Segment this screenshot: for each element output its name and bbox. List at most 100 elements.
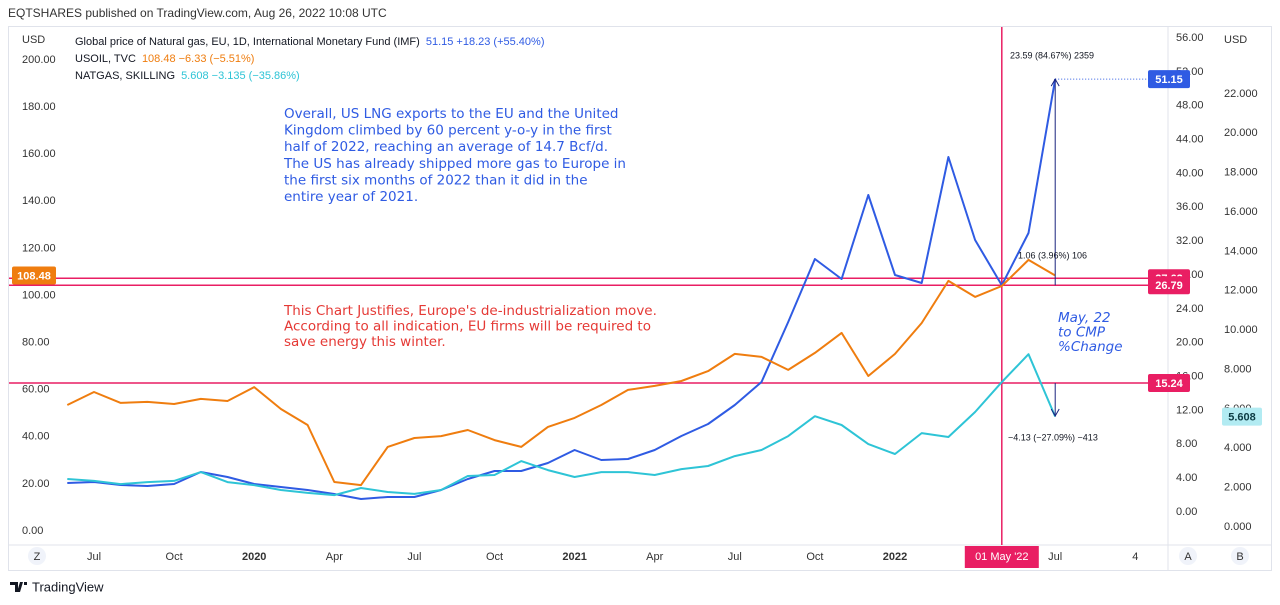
header-title: EQTSHARES published on TradingView.com, … bbox=[8, 6, 387, 20]
y-tick-label: 20.00 bbox=[22, 478, 50, 490]
annotation-text: the first six months of 2022 than it did… bbox=[284, 172, 588, 188]
chart-button-label[interactable]: B bbox=[1236, 551, 1243, 563]
y3-tick-label: 18.000 bbox=[1224, 167, 1258, 179]
annotation-text: to CMP bbox=[1058, 325, 1106, 341]
line-tag-label: 15.24 bbox=[1155, 378, 1183, 390]
y-unit: USD bbox=[22, 34, 45, 46]
annotation-text: The US has already shipped more gas to E… bbox=[283, 156, 626, 172]
annotation-text: Overall, US LNG exports to the EU and th… bbox=[284, 106, 618, 122]
line-tag bbox=[1148, 374, 1190, 393]
annotation-text: %Change bbox=[1058, 339, 1123, 355]
y-tick-label: 80.00 bbox=[22, 336, 50, 348]
crosshair-tag bbox=[964, 546, 1039, 568]
measure-arrowhead bbox=[1050, 78, 1060, 87]
y2-tick-label: 20.00 bbox=[1176, 337, 1204, 349]
price-tag bbox=[12, 266, 56, 285]
price-tag bbox=[1222, 407, 1262, 426]
x-tick-label: Jul bbox=[1048, 551, 1062, 563]
x-tick-label: Jul bbox=[407, 551, 421, 563]
y2-tick-label: 24.00 bbox=[1176, 303, 1204, 315]
footer-logo bbox=[10, 582, 27, 592]
legend-name: USOIL, TVC bbox=[75, 53, 136, 65]
x-tick-label: Apr bbox=[326, 551, 343, 563]
y3-tick-label: 0.000 bbox=[1224, 521, 1252, 533]
chart-button[interactable] bbox=[1231, 547, 1249, 565]
legend-quote: 51.15 +18.23 (+55.40%) bbox=[426, 36, 545, 48]
y2-tick-label: 44.00 bbox=[1176, 134, 1204, 146]
annotation-text: May, 22 bbox=[1058, 310, 1111, 326]
y3-tick-label: 4.000 bbox=[1224, 442, 1252, 454]
x-tick-label: Jul bbox=[87, 551, 101, 563]
y2-tick-label: 0.00 bbox=[1176, 506, 1197, 518]
y3-tick-label: 8.000 bbox=[1224, 363, 1252, 375]
y2-tick-label: 48.00 bbox=[1176, 100, 1204, 112]
price-tag bbox=[1148, 70, 1190, 89]
measure-arrowhead bbox=[1050, 408, 1060, 418]
annotation-text: Kingdom climbed by 60 percent y-o-y in t… bbox=[284, 123, 612, 139]
y2-tick-label: 4.00 bbox=[1176, 472, 1197, 484]
y2-tick-label: 12.00 bbox=[1176, 404, 1204, 416]
annotation-text: This Chart Justifies, Europe's de-indust… bbox=[283, 303, 657, 319]
annotation-text: entire year of 2021. bbox=[284, 189, 418, 205]
line-tag bbox=[1148, 276, 1190, 295]
crosshair-tag-label: 01 May '22 bbox=[975, 551, 1028, 563]
y2-tick-label: 8.00 bbox=[1176, 438, 1197, 450]
panel-border bbox=[8, 26, 1272, 571]
price-tag-label: 108.48 bbox=[17, 270, 51, 282]
chart-button[interactable] bbox=[28, 547, 46, 565]
y3-tick-label: 14.000 bbox=[1224, 245, 1258, 257]
measure-label: 1.06 (3.96%) 106 bbox=[1018, 250, 1087, 260]
x-tick-label: Jul bbox=[728, 551, 742, 563]
y2-tick-label: 32.00 bbox=[1176, 235, 1204, 247]
x-tick-label: Oct bbox=[486, 551, 503, 563]
y3-tick-label: 10.000 bbox=[1224, 324, 1258, 336]
footer-brand: TradingView bbox=[32, 579, 104, 594]
measure-label: 23.59 (84.67%) 2359 bbox=[1010, 50, 1094, 60]
x-tick-label: 4 bbox=[1132, 551, 1138, 563]
annotation-text: save energy this winter. bbox=[284, 334, 446, 350]
y2-tick-label: 36.00 bbox=[1176, 201, 1204, 213]
price-tag-label: 51.15 bbox=[1155, 74, 1183, 86]
legend-entry: NATGAS, SKILLING 5.608 −3.135 (−35.86%) bbox=[75, 70, 300, 82]
y-tick-label: 140.00 bbox=[22, 195, 56, 207]
line-tag-label: 26.79 bbox=[1155, 280, 1183, 292]
x-tick-label: 2021 bbox=[562, 551, 586, 563]
chart-button[interactable] bbox=[1179, 547, 1197, 565]
y3-tick-label: 22.000 bbox=[1224, 88, 1258, 100]
y-tick-label: 180.00 bbox=[22, 101, 56, 113]
y2-tick-label: 40.00 bbox=[1176, 167, 1204, 179]
y-tick-label: 160.00 bbox=[22, 148, 56, 160]
chart-button-label[interactable]: Z bbox=[34, 551, 41, 563]
y-tick-label: 40.00 bbox=[22, 431, 50, 443]
y3-tick-label: 16.000 bbox=[1224, 206, 1258, 218]
legend-name: Global price of Natural gas, EU, 1D, Int… bbox=[75, 36, 420, 48]
legend-entry: USOIL, TVC 108.48 −6.33 (−5.51%) bbox=[75, 53, 254, 65]
x-tick-label: Oct bbox=[166, 551, 183, 563]
series-line bbox=[67, 353, 1057, 497]
x-tick-label: 2022 bbox=[883, 551, 907, 563]
legend-name: NATGAS, SKILLING bbox=[75, 70, 175, 82]
measure-label: −4.13 (−27.09%) −413 bbox=[1008, 432, 1098, 442]
x-tick-label: Oct bbox=[806, 551, 823, 563]
annotation-text: half of 2022, reaching an average of 14.… bbox=[284, 139, 608, 155]
y2-tick-label: 56.00 bbox=[1176, 32, 1204, 44]
y3-tick-label: 20.000 bbox=[1224, 127, 1258, 139]
y-tick-label: 200.00 bbox=[22, 54, 56, 66]
y3-unit: USD bbox=[1224, 34, 1247, 46]
price-tag-label: 5.608 bbox=[1228, 412, 1256, 424]
x-tick-label: Apr bbox=[646, 551, 663, 563]
chart-button-label[interactable]: A bbox=[1184, 551, 1192, 563]
legend-quote: 108.48 −6.33 (−5.51%) bbox=[142, 53, 255, 65]
y-tick-label: 0.00 bbox=[22, 525, 43, 537]
series-line bbox=[67, 78, 1057, 500]
y-tick-label: 100.00 bbox=[22, 289, 56, 301]
y3-tick-label: 12.000 bbox=[1224, 285, 1258, 297]
y-tick-label: 60.00 bbox=[22, 384, 50, 396]
series-line bbox=[66, 258, 1056, 487]
annotation-text: According to all indication, EU firms wi… bbox=[284, 319, 651, 335]
x-tick-label: 2020 bbox=[242, 551, 266, 563]
legend-quote: 5.608 −3.135 (−35.86%) bbox=[181, 70, 300, 82]
y3-tick-label: 2.000 bbox=[1224, 482, 1252, 494]
